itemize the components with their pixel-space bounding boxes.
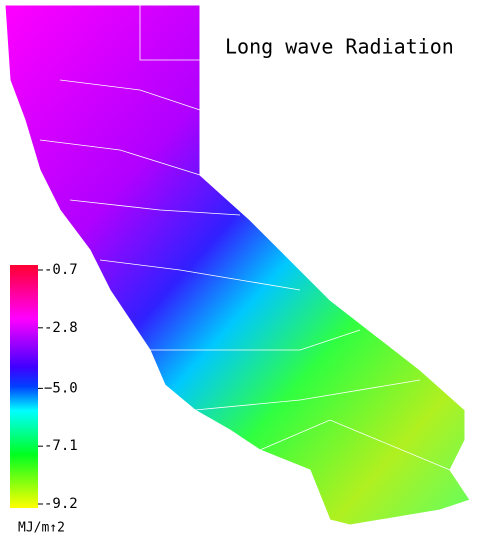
colorbar-ticks: -0.7 -2.8 −5.0 -7.1 -9.2 bbox=[38, 262, 78, 512]
tick-label: -9.2 bbox=[44, 496, 78, 512]
california bbox=[4, 4, 471, 526]
colorbar bbox=[10, 265, 38, 508]
tick-label: -2.8 bbox=[44, 320, 78, 336]
tick-label: −5.0 bbox=[44, 380, 78, 396]
county-lines bbox=[39, 5, 451, 471]
title: Long wave Radiation bbox=[225, 35, 454, 59]
tick-label: -0.7 bbox=[44, 262, 78, 278]
tick-label: -7.1 bbox=[44, 438, 78, 454]
colorbar-unit: MJ/m↑2 bbox=[18, 521, 65, 536]
